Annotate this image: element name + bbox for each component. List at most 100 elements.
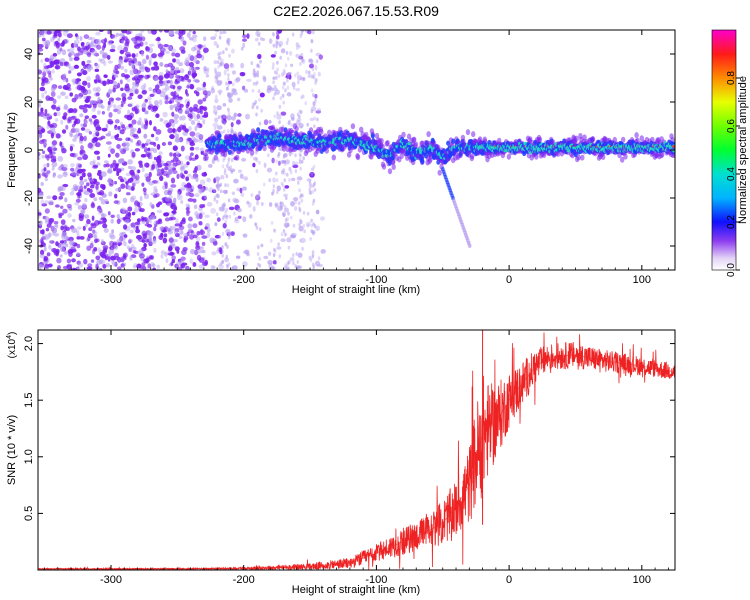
noise-speckle [50, 104, 56, 109]
noise-speckle [51, 161, 58, 168]
noise-speckle [139, 41, 144, 47]
noise-streak [306, 122, 310, 127]
noise-streak [214, 69, 218, 74]
noise-speckle [46, 195, 52, 200]
noise-speckle [133, 263, 138, 267]
noise-streak [309, 190, 313, 195]
noise-speckle [53, 112, 58, 117]
noise-streak [296, 71, 299, 76]
noise-speckle [183, 233, 188, 237]
noise-streak [226, 67, 229, 72]
noise-speckle [160, 162, 166, 167]
noise-speckle [117, 45, 123, 51]
noise-speckle [98, 259, 104, 265]
noise-speckle [94, 137, 98, 143]
noise-speckle [70, 163, 75, 168]
noise-speckle [179, 46, 186, 52]
noise-streak [275, 71, 279, 76]
noise-speckle [47, 153, 54, 159]
ridge-halo [350, 123, 356, 130]
noise-speckle [63, 250, 68, 255]
noise-speckle [131, 85, 136, 91]
noise-speckle [173, 197, 177, 204]
noise-speckle [137, 169, 141, 174]
noise-speckle [147, 217, 151, 222]
noise-speckle [174, 52, 181, 58]
noise-streak [254, 195, 258, 200]
noise-speckle [306, 178, 312, 182]
ridge-halo [401, 131, 406, 138]
noise-speckle [43, 65, 50, 70]
noise-speckle [75, 162, 81, 167]
noise-speckle [57, 37, 61, 42]
noise-speckle [89, 193, 96, 198]
noise-speckle [159, 118, 164, 122]
noise-streak [228, 166, 231, 171]
noise-speckle [79, 236, 85, 240]
noise-speckle [243, 176, 249, 181]
noise-speckle [49, 54, 54, 61]
noise-streak [215, 94, 218, 99]
noise-speckle [169, 252, 175, 256]
noise-speckle [157, 201, 163, 206]
noise-speckle [74, 33, 78, 37]
noise-speckle [84, 266, 88, 270]
noise-speckle [184, 128, 189, 133]
noise-speckle [168, 100, 173, 104]
noise-speckle [182, 247, 188, 252]
noise-streak [221, 253, 224, 258]
noise-streak [221, 245, 224, 250]
noise-speckle [107, 100, 111, 106]
noise-streak [281, 168, 285, 173]
noise-streak [214, 222, 217, 226]
noise-streak [284, 218, 288, 222]
noise-speckle [104, 253, 109, 260]
noise-speckle [86, 218, 91, 225]
noise-speckle [144, 41, 148, 46]
noise-speckle [190, 249, 196, 255]
noise-streak [230, 158, 234, 163]
ridge-halo [380, 143, 385, 150]
noise-speckle [116, 109, 121, 115]
noise-speckle [63, 103, 68, 109]
noise-speckle [125, 181, 129, 185]
noise-speckle [107, 153, 111, 158]
noise-speckle [307, 30, 312, 35]
noise-speckle [153, 61, 158, 67]
noise-speckle [124, 41, 130, 47]
spectrogram-data [38, 30, 675, 270]
noise-streak [257, 41, 261, 46]
noise-streak [233, 211, 236, 216]
noise-speckle [199, 246, 204, 250]
noise-speckle [126, 192, 131, 196]
noise-speckle [191, 72, 198, 77]
noise-speckle [72, 184, 78, 190]
noise-streak [278, 254, 282, 259]
noise-speckle [126, 245, 130, 250]
noise-speckle [298, 225, 304, 232]
noise-streak [221, 260, 224, 265]
noise-speckle [62, 171, 68, 178]
noise-streak [300, 52, 304, 57]
noise-streak [296, 260, 300, 264]
noise-streak [227, 166, 230, 171]
noise-streak [220, 118, 224, 123]
noise-speckle [71, 170, 77, 176]
noise-speckle [80, 145, 84, 151]
noise-speckle [52, 52, 58, 57]
noise-speckle [193, 103, 199, 110]
noise-speckle [53, 221, 59, 225]
noise-speckle [67, 249, 74, 254]
noise-speckle [104, 37, 108, 43]
noise-streak [218, 91, 222, 96]
noise-speckle [164, 251, 168, 257]
noise-speckle [212, 109, 218, 115]
noise-speckle [121, 92, 127, 98]
noise-speckle [178, 225, 185, 231]
noise-streak [308, 179, 312, 184]
noise-speckle [72, 138, 77, 142]
noise-speckle [83, 190, 90, 196]
noise-streak [285, 224, 288, 229]
noise-speckle [40, 199, 45, 205]
noise-speckle [163, 162, 169, 167]
